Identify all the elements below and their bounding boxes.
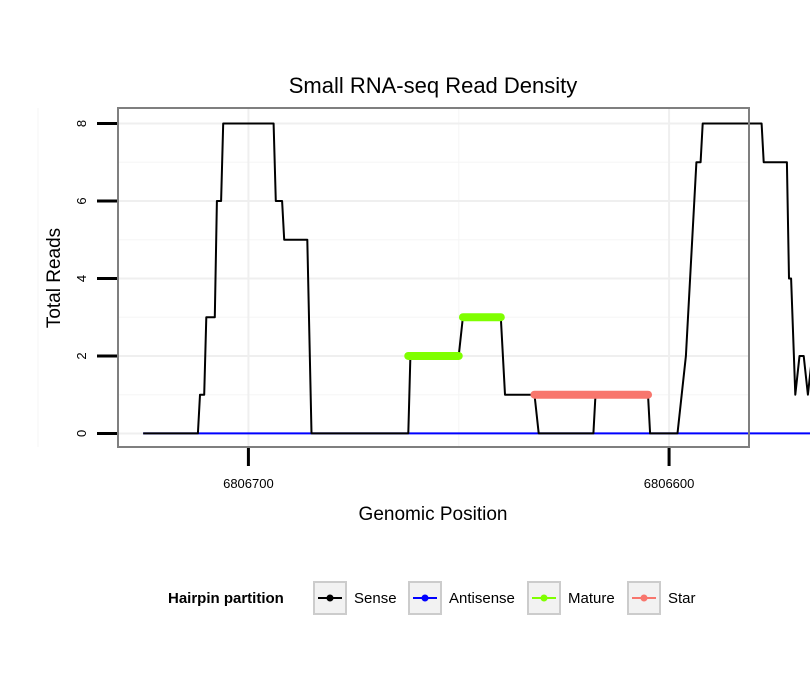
y-axis-title: Total Reads [44, 228, 65, 328]
legend-label-sense: Sense [354, 590, 397, 607]
y-axis: 0 2 4 6 8 [74, 120, 117, 437]
plot-border [117, 107, 750, 448]
legend-key-dot-antisense [421, 594, 429, 602]
legend-title: Hairpin partition [168, 590, 284, 607]
legend: Hairpin partition Sense Antisense Mature St… [168, 581, 696, 615]
series-layer [143, 122, 810, 435]
x-tick-label: 6806600 [644, 476, 695, 491]
y-tick-label: 6 [74, 197, 89, 204]
y-tick-label: 8 [74, 120, 89, 127]
x-axis: 6806700 6806600 [223, 448, 694, 491]
y-tick-label: 0 [74, 430, 89, 437]
legend-label-mature: Mature [568, 590, 615, 607]
legend-key-dot-sense [326, 594, 334, 602]
legend-label-antisense: Antisense [449, 590, 515, 607]
legend-key-dot-mature [540, 594, 548, 602]
y-tick-label: 2 [74, 352, 89, 359]
chart-title: Small RNA-seq Read Density [289, 73, 578, 98]
legend-label-star: Star [668, 590, 696, 607]
series-line-sense [143, 122, 810, 435]
x-tick-label: 6806700 [223, 476, 274, 491]
x-axis-title: Genomic Position [359, 504, 508, 525]
y-tick-label: 4 [74, 275, 89, 282]
legend-key-dot-star [640, 594, 648, 602]
series-line-antisense [143, 432, 810, 435]
